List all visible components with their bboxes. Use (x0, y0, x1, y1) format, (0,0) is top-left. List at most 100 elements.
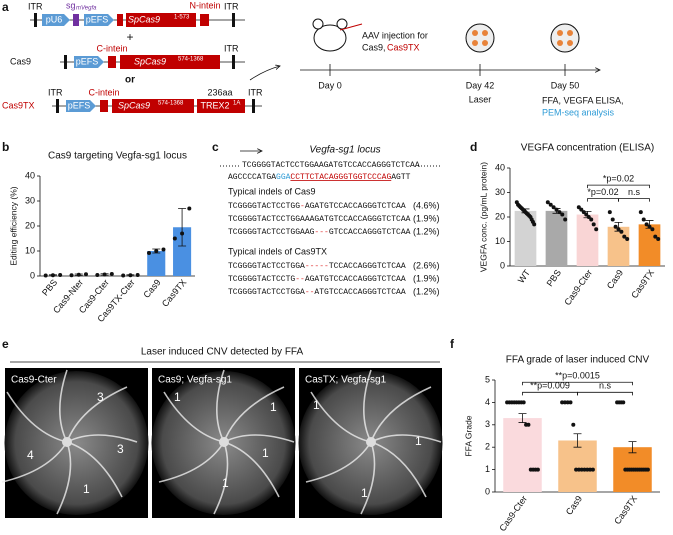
injection-label: AAV injection for (362, 30, 428, 40)
grade-label: 3 (117, 442, 124, 456)
x-tick-label: Cas9-Cter (562, 268, 594, 307)
indel-seq: TCGGGGTACTCCTGGA--ATGTCCACCAGGGTCTCAA (228, 288, 406, 297)
data-point (590, 467, 595, 472)
vessel (370, 441, 427, 498)
y-tick-label: 40 (25, 170, 35, 180)
itr-box (252, 99, 255, 113)
sig-label: *p=0.02 (603, 174, 634, 184)
y-tick-label: 3 (485, 419, 490, 429)
data-point (574, 467, 579, 472)
data-point (548, 202, 553, 207)
promoter-label: pU6 (46, 14, 63, 24)
data-point (154, 249, 159, 253)
y-tick-label: 20 (25, 220, 35, 230)
grade-label: 1 (262, 446, 269, 460)
data-point (586, 215, 591, 219)
itr-label: ITR (48, 87, 63, 97)
grade-label: 1 (83, 482, 90, 496)
trex-sup: 1A (233, 101, 240, 107)
x-tick-label: Cas9TX (629, 268, 656, 300)
y-axis-label: Editing efficiency (%) (8, 186, 18, 265)
data-point (565, 400, 570, 405)
data-point (607, 210, 612, 215)
vessel (305, 441, 372, 483)
vessel (223, 434, 295, 443)
data-point (58, 273, 63, 277)
data-point (147, 251, 152, 255)
data-point (532, 222, 537, 227)
sg-sub: mVegfa (76, 6, 97, 12)
data-point (180, 231, 185, 236)
data-point (83, 272, 88, 277)
nls (117, 14, 123, 26)
data-point (526, 422, 531, 427)
itr-box (56, 99, 59, 113)
vessel (66, 434, 138, 443)
vessel (360, 441, 376, 515)
bar (545, 210, 568, 266)
cas9-box (126, 13, 196, 27)
y-tick-label: 1 (485, 464, 490, 474)
indel-seq: TCGGGGTACTCCTGG-AGATGTCCACCAGGGTCTCAA (228, 202, 406, 211)
sig-bracket (587, 198, 619, 202)
vessel (163, 391, 225, 443)
indel-freq: (1.9%) (413, 273, 440, 283)
data-point (50, 273, 55, 278)
sgrna (73, 14, 79, 26)
itr-box (34, 13, 37, 27)
promoter-label: pEFS (86, 14, 109, 24)
data-point (121, 273, 126, 278)
error-bar (573, 433, 582, 448)
top-strand: TCGGGGTACTCCTGGAAGATGTCCACCAGGGTCTCAA (242, 161, 420, 170)
cas9-box (112, 99, 194, 113)
data-point (650, 227, 655, 232)
indel-freq: (1.2%) (413, 286, 440, 296)
protospacer: CCTTCTACAGGGTGGTCCCAG (290, 173, 391, 182)
panel-label: d (470, 140, 477, 154)
indel-seq: TCGGGGTACTCCTGGAAAGATGTCCACCAGGGTCTCAA (228, 215, 411, 224)
deletion: -- (295, 275, 305, 284)
data-point (582, 467, 587, 472)
locus-title: Vegfa-sg1 locus (309, 145, 380, 156)
grade-label: 1 (415, 434, 422, 448)
vessel (56, 441, 72, 515)
data-point (591, 222, 596, 227)
sig-bracket (577, 391, 633, 396)
bar (514, 210, 537, 266)
assay-label: PEM-seq analysis (542, 107, 615, 117)
data-point (656, 237, 661, 242)
deletion: --- (314, 228, 328, 237)
vessel (59, 369, 68, 443)
y-tick-label: 10 (495, 236, 505, 246)
error-bar (518, 413, 527, 423)
indel-group-title: Typical indels of Cas9 (228, 186, 316, 196)
data-point (76, 272, 81, 277)
y-tick-label: 40 (495, 162, 505, 172)
intein-label: N-intein (189, 0, 220, 10)
data-point (69, 273, 74, 278)
sig-label: **p=0.0015 (555, 371, 600, 381)
optic-disc (62, 437, 72, 447)
construct-name: Cas9 (10, 56, 31, 66)
indel-freq: (2.6%) (413, 260, 440, 270)
cas9-box (120, 55, 220, 69)
panel-label: a (2, 0, 9, 14)
y-tick-label: 30 (495, 187, 505, 197)
data-point (560, 212, 565, 217)
data-point (557, 210, 562, 215)
data-point (619, 229, 624, 234)
chart-title: VEGFA concentration (ELISA) (521, 143, 654, 154)
seq-part: AGATGTCCACCAGGGTCTCAA (305, 202, 406, 211)
seq-part: GTCCACCAGGGTCTCAA (329, 228, 411, 237)
seq-part: TCGGGGTACTCCTGGAAG (228, 228, 315, 237)
bar (558, 440, 597, 492)
itr-box (64, 55, 67, 69)
sig-label: n.s (599, 381, 612, 391)
bar (638, 224, 661, 266)
deletion: ----- (305, 262, 329, 271)
chart-title: FFA grade of laser induced CNV (506, 355, 650, 366)
cas9-range: 574-1368 (158, 101, 184, 107)
data-point (610, 217, 615, 222)
optic-disc (366, 437, 376, 447)
panel-label: b (2, 140, 9, 154)
